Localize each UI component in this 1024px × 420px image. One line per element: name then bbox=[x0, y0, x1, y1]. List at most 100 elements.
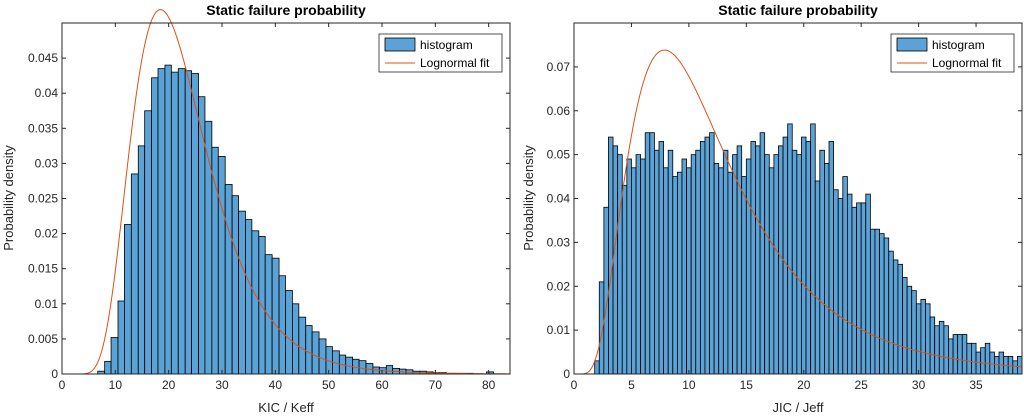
y-tick-label: 0 bbox=[51, 367, 58, 381]
legend-fit-label: Lognormal fit bbox=[932, 56, 1002, 70]
histogram-bar bbox=[920, 299, 926, 375]
y-tick-label: 0.04 bbox=[35, 86, 59, 100]
histogram-bar bbox=[851, 206, 857, 375]
histogram-bar bbox=[617, 154, 623, 375]
chart-left-y-axis-label: Probability density bbox=[1, 145, 16, 251]
histogram-bar bbox=[124, 224, 132, 375]
histogram-bar bbox=[672, 176, 678, 375]
histogram-bar bbox=[681, 158, 687, 375]
histogram-bar bbox=[814, 180, 821, 375]
histogram-bar bbox=[224, 184, 233, 375]
legend-histogram-label: histogram bbox=[932, 38, 985, 52]
histogram-bar bbox=[736, 145, 743, 375]
y-tick-label: 0.02 bbox=[547, 279, 571, 293]
histogram-bar bbox=[117, 300, 125, 375]
histogram-bar bbox=[298, 316, 307, 375]
histogram-bar bbox=[952, 334, 959, 375]
histogram-bar bbox=[110, 337, 119, 375]
histogram-bar bbox=[608, 136, 614, 375]
histogram-bar bbox=[709, 132, 715, 375]
histogram-bar bbox=[170, 71, 179, 375]
histogram-bar bbox=[934, 325, 940, 375]
histogram-bar bbox=[787, 123, 793, 375]
histogram-bar bbox=[824, 162, 830, 375]
histogram-bar bbox=[594, 360, 600, 375]
histogram-bar bbox=[750, 141, 756, 375]
histogram-bar bbox=[635, 154, 642, 375]
histogram-bar bbox=[621, 184, 628, 375]
histogram-bar bbox=[998, 351, 1005, 375]
chart-left-x-ticks: 0 10 20 30 40 50 60 70 80 bbox=[59, 23, 496, 392]
histogram-bar bbox=[948, 338, 954, 375]
histogram-bar bbox=[713, 162, 720, 375]
y-tick-label: 0.01 bbox=[547, 323, 571, 337]
x-tick-label: 80 bbox=[482, 378, 496, 392]
histogram-bar bbox=[271, 257, 280, 375]
histogram-bar bbox=[191, 73, 199, 375]
histogram-bar bbox=[874, 228, 880, 375]
y-tick-label: 0.07 bbox=[547, 60, 571, 74]
histogram-bar bbox=[879, 233, 885, 375]
x-tick-label: 0 bbox=[571, 378, 578, 392]
y-tick-label: 0.025 bbox=[28, 192, 58, 206]
histogram-bar bbox=[819, 149, 825, 375]
histogram-bar bbox=[695, 149, 701, 375]
histogram-bar bbox=[318, 338, 327, 375]
histogram-bar bbox=[925, 303, 931, 375]
chart-right-legend: histogram Lognormal fit bbox=[890, 33, 1015, 73]
x-tick-label: 60 bbox=[375, 378, 389, 392]
histogram-bar bbox=[151, 77, 159, 375]
histogram-bar bbox=[810, 123, 816, 375]
histogram-bar bbox=[231, 195, 239, 375]
histogram-bar bbox=[745, 158, 752, 375]
histogram-bar bbox=[994, 356, 1000, 375]
histogram-bar bbox=[130, 173, 139, 375]
x-tick-label: 30 bbox=[912, 378, 926, 392]
histogram-bar bbox=[865, 193, 871, 375]
histogram-bar bbox=[938, 320, 945, 375]
histogram-bar bbox=[860, 202, 867, 375]
histogram-bar bbox=[727, 171, 733, 375]
histogram-bar bbox=[649, 132, 655, 375]
chart-right-y-axis-label: Probability density bbox=[521, 145, 536, 251]
histogram-bar bbox=[658, 141, 665, 375]
histogram-bar bbox=[796, 154, 802, 375]
chart-right-x-axis-label: JIC / Jeff bbox=[772, 400, 823, 415]
x-tick-label: 20 bbox=[162, 378, 176, 392]
legend-histogram-swatch bbox=[384, 37, 416, 52]
x-tick-label: 40 bbox=[269, 378, 283, 392]
histogram-bar bbox=[612, 145, 619, 375]
histogram-bar bbox=[238, 210, 246, 375]
legend-box bbox=[378, 33, 503, 73]
histogram-bar bbox=[805, 141, 812, 375]
histogram-bar bbox=[768, 167, 775, 375]
histogram-bar bbox=[833, 189, 839, 375]
histogram-bar bbox=[883, 237, 890, 375]
chart-left-x-axis-label: KIC / Keff bbox=[258, 400, 314, 415]
histogram-bar bbox=[980, 347, 986, 375]
y-tick-label: 0.005 bbox=[28, 332, 58, 346]
histogram-bar bbox=[311, 331, 320, 375]
histogram-bar bbox=[177, 68, 186, 375]
histogram-bar bbox=[897, 263, 903, 375]
chart-left-title: Static failure probability bbox=[206, 2, 366, 18]
y-tick-label: 0 bbox=[563, 367, 570, 381]
histogram-bar bbox=[278, 275, 286, 375]
histogram-bar bbox=[1017, 356, 1023, 375]
y-tick-label: 0.035 bbox=[28, 121, 58, 135]
chart-right-y-ticks: 0 0.01 0.02 0.03 0.04 0.05 0.06 0.07 bbox=[547, 60, 1022, 381]
x-tick-label: 50 bbox=[322, 378, 336, 392]
histogram-bar bbox=[764, 154, 770, 375]
histogram-bar bbox=[856, 202, 862, 375]
chart-left: Static failure probability 0 10 20 30 40 50 60… bbox=[1, 2, 511, 415]
histogram-bar bbox=[358, 360, 367, 375]
y-tick-label: 0.045 bbox=[28, 51, 58, 65]
histogram-bar bbox=[211, 146, 219, 375]
histogram-bar bbox=[385, 365, 394, 375]
histogram-bar bbox=[984, 342, 991, 375]
histogram-bar bbox=[264, 254, 273, 375]
histogram-bar bbox=[966, 342, 972, 375]
x-tick-label: 15 bbox=[740, 378, 754, 392]
legend-histogram-label: histogram bbox=[420, 38, 473, 52]
